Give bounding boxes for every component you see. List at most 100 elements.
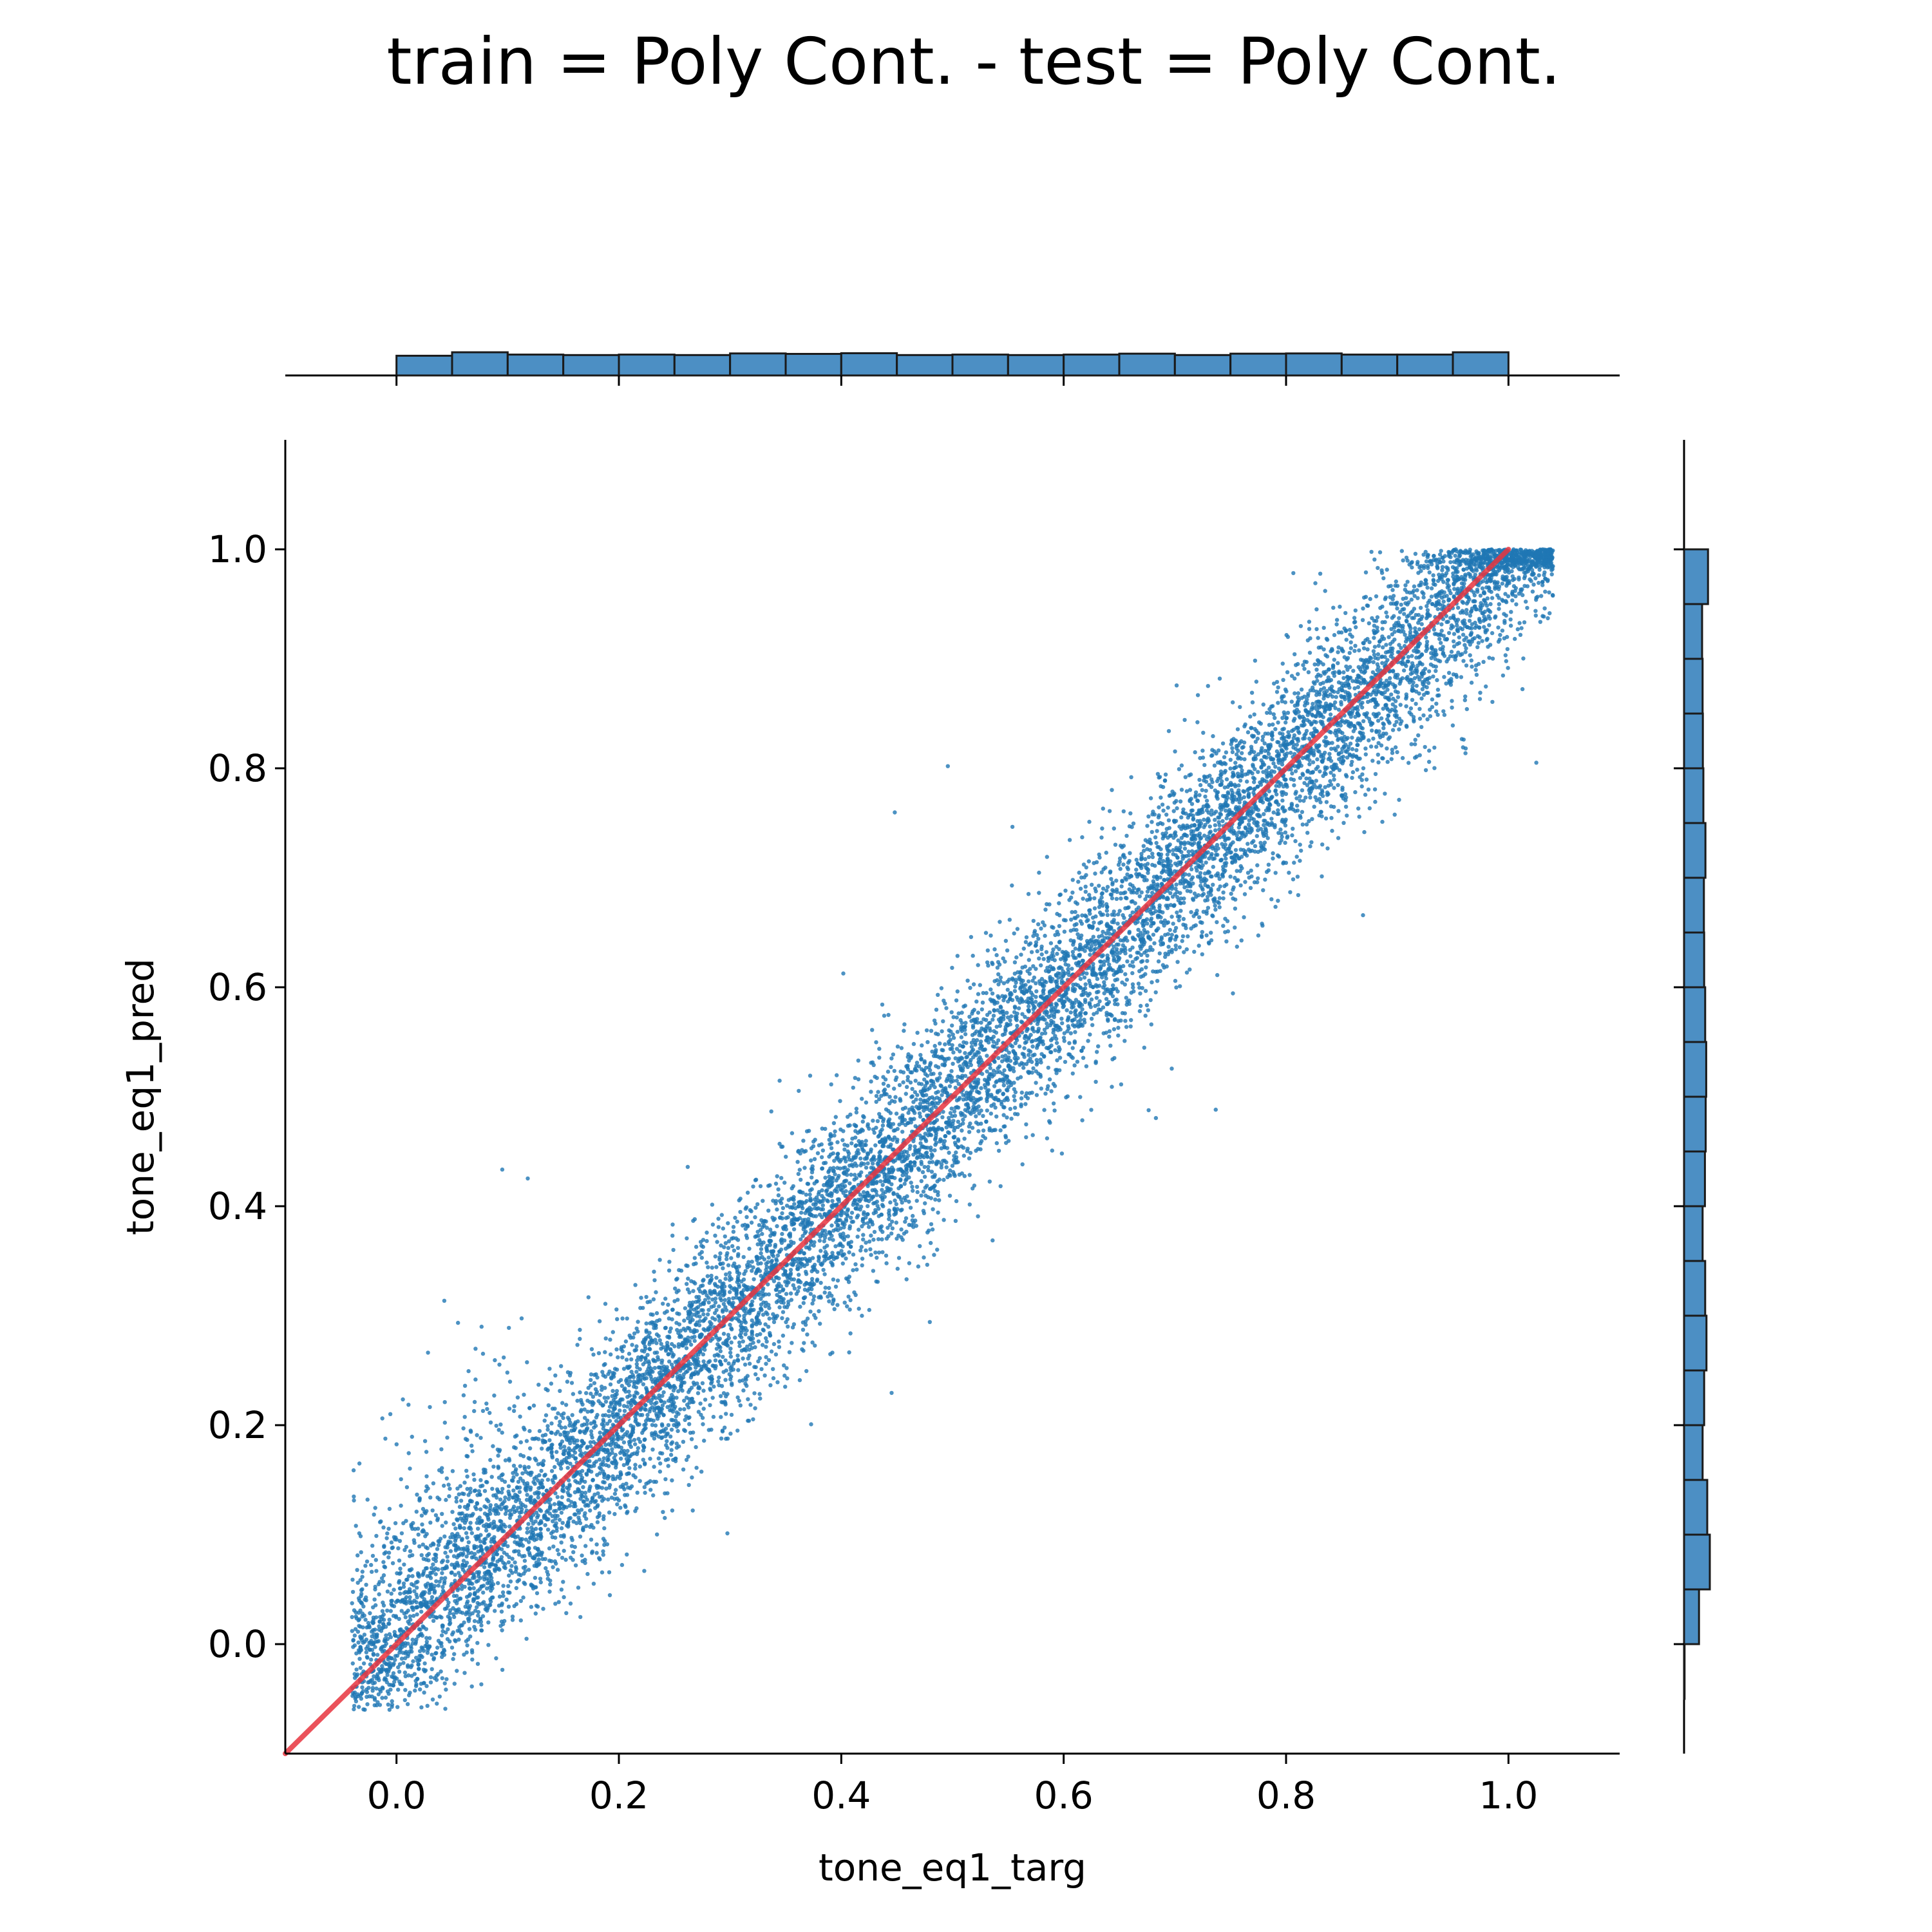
scatter-point: [1409, 742, 1414, 746]
scatter-point: [654, 1311, 659, 1316]
scatter-point: [854, 1110, 859, 1115]
scatter-point: [408, 1466, 412, 1471]
scatter-point: [859, 1204, 864, 1209]
scatter-point: [1072, 1063, 1077, 1068]
scatter-point: [1125, 865, 1130, 870]
scatter-point: [374, 1558, 378, 1562]
scatter-point: [478, 1492, 482, 1497]
scatter-point: [846, 1294, 851, 1299]
scatter-point: [417, 1658, 422, 1663]
scatter-point: [1104, 1002, 1109, 1007]
scatter-point: [697, 1287, 701, 1291]
scatter-point: [1003, 960, 1007, 964]
scatter-point: [604, 1486, 609, 1491]
scatter-point: [508, 1579, 513, 1584]
scatter-point: [1101, 1005, 1106, 1010]
scatter-point: [729, 1340, 734, 1345]
scatter-point: [950, 965, 954, 971]
scatter-point: [846, 1234, 851, 1238]
scatter-point: [721, 1302, 726, 1307]
scatter-point: [988, 1066, 992, 1070]
scatter-point: [823, 1175, 828, 1180]
scatter-point: [830, 1302, 835, 1306]
scatter-point: [979, 1096, 983, 1101]
scatter-point: [553, 1464, 557, 1470]
scatter-point: [902, 1182, 907, 1186]
scatter-point: [889, 1056, 894, 1061]
scatter-point: [895, 1236, 899, 1241]
scatter-point: [443, 1576, 448, 1580]
scatter-point: [1220, 874, 1226, 879]
scatter-point: [906, 1110, 911, 1115]
scatter-point: [1213, 1107, 1218, 1112]
scatter-point: [790, 1131, 795, 1135]
scatter-point: [1325, 846, 1330, 851]
scatter-point: [1276, 808, 1280, 813]
scatter-point: [811, 1298, 816, 1302]
scatter-point: [431, 1657, 436, 1662]
scatter-point: [1531, 582, 1536, 587]
scatter-point: [1484, 684, 1488, 689]
scatter-point: [352, 1494, 356, 1499]
scatter-point: [656, 1355, 660, 1359]
scatter-point: [1166, 805, 1170, 810]
scatter-point: [1060, 949, 1065, 954]
scatter-point: [516, 1506, 520, 1510]
scatter-point: [1537, 580, 1541, 585]
scatter-point: [735, 1395, 740, 1400]
scatter-point: [397, 1558, 402, 1563]
scatter-point: [929, 1240, 933, 1245]
scatter-point: [1256, 814, 1261, 819]
scatter-point: [439, 1560, 444, 1564]
scatter-point: [738, 1403, 743, 1408]
scatter-point: [1505, 647, 1510, 652]
scatter-point: [1193, 750, 1197, 755]
scatter-point: [522, 1553, 527, 1558]
scatter-point: [1117, 856, 1122, 861]
scatter-point: [1380, 627, 1385, 631]
scatter-point: [1191, 813, 1195, 818]
scatter-point: [759, 1251, 763, 1256]
scatter-point: [489, 1522, 493, 1526]
scatter-point: [1341, 820, 1346, 826]
scatter-point: [488, 1508, 492, 1513]
scatter-point: [726, 1239, 732, 1244]
scatter-point: [1245, 842, 1250, 846]
scatter-point: [1046, 1065, 1051, 1070]
scatter-point: [1013, 1112, 1018, 1116]
scatter-point: [1016, 1006, 1021, 1010]
scatter-point: [654, 1290, 658, 1294]
scatter-point: [666, 1423, 671, 1428]
scatter-point: [912, 1117, 916, 1121]
scatter-point: [1376, 752, 1380, 757]
scatter-point: [788, 1291, 793, 1296]
scatter-point: [578, 1327, 582, 1332]
scatter-point: [631, 1375, 636, 1379]
scatter-point: [500, 1472, 505, 1477]
scatter-point: [951, 1061, 955, 1066]
scatter-point: [635, 1490, 639, 1495]
scatter-point: [1049, 1089, 1054, 1094]
scatter-point: [1110, 788, 1114, 792]
scatter-point: [857, 1227, 861, 1232]
scatter-point: [1298, 624, 1303, 629]
scatter-point: [753, 1372, 758, 1377]
scatter-point: [564, 1611, 569, 1615]
scatter-point: [1384, 610, 1388, 615]
scatter-point: [355, 1567, 359, 1572]
scatter-point: [976, 963, 980, 967]
scatter-point: [1213, 817, 1217, 822]
scatter-point: [1202, 833, 1207, 838]
scatter-point: [913, 1090, 918, 1095]
scatter-point: [1417, 706, 1422, 712]
scatter-point: [621, 1367, 627, 1371]
scatter-point: [556, 1461, 561, 1466]
scatter-point: [1264, 768, 1269, 773]
scatter-point: [597, 1556, 601, 1560]
scatter-point: [521, 1566, 526, 1570]
scatter-point: [1155, 979, 1160, 983]
scatter-point: [1189, 867, 1194, 872]
scatter-point: [1208, 824, 1213, 829]
scatter-point: [1221, 896, 1226, 901]
scatter-point: [1088, 911, 1092, 916]
